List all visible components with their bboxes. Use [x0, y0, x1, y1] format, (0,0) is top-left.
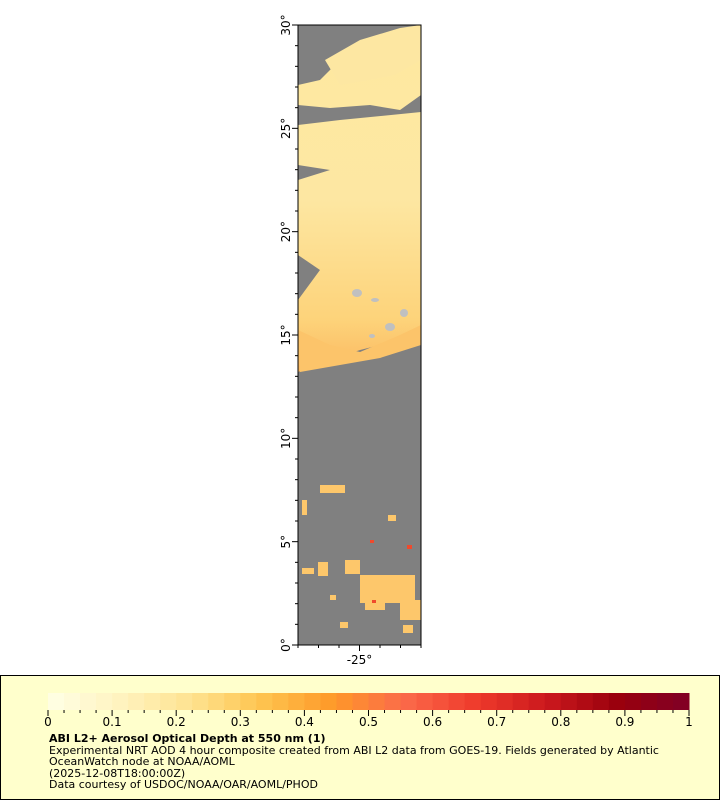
lat-tick-label: 15°: [279, 324, 293, 345]
colorbar-tick-label: 0.5: [359, 715, 378, 726]
colorbar-swatch: [304, 693, 321, 710]
aod-field-north-top: [325, 25, 421, 85]
colorbar-tick-label: 0.8: [551, 715, 570, 726]
lat-tick-label: 10°: [279, 428, 293, 449]
colorbar-swatch: [512, 693, 530, 710]
colorbar-swatch: [208, 693, 225, 710]
colorbar: 0 0.1 0.2 0.3 0.4 0.5 0.6 0.7 0.8 0.9 1: [44, 693, 693, 726]
colorbar-swatch: [96, 693, 113, 710]
map-plot-area: [297, 24, 422, 646]
colorbar-swatch: [400, 693, 418, 710]
lat-tick-label: 0°: [279, 638, 293, 652]
colorbar-tick-label: 0.9: [615, 715, 634, 726]
lat-tick-label: 30°: [279, 14, 293, 35]
colorbar-swatch: [368, 693, 386, 710]
colorbar-swatch: [128, 693, 145, 710]
colorbar-tick-label: 0.2: [167, 715, 186, 726]
colorbar-swatch: [544, 693, 562, 710]
colorbar-swatch: [272, 693, 289, 710]
legend-line-2: OceanWatch node at NOAA/AOML: [49, 755, 235, 768]
colorbar-tick-label: 0.7: [487, 715, 506, 726]
colorbar-swatch: [64, 693, 81, 710]
colorbar-swatch: [320, 693, 337, 710]
aod-map: 0° 5° 10° 15° 20° 25° 30° -25°: [279, 14, 422, 667]
colorbar-tick-label: 1: [685, 715, 693, 726]
legend-line-1: Experimental NRT AOD 4 hour composite cr…: [49, 744, 659, 757]
colorbar-swatch: [640, 693, 658, 710]
lon-axis: -25°: [297, 645, 422, 667]
colorbar-tick-label: 0.3: [231, 715, 250, 726]
colorbar-swatch: [160, 693, 177, 710]
colorbar-swatch: [560, 693, 578, 710]
colorbar-swatch: [144, 693, 161, 710]
colorbar-swatch: [448, 693, 466, 710]
legend-time: (2025-12-08T18:00:00Z): [49, 767, 186, 780]
legend-panel: 0 0.1 0.2 0.3 0.4 0.5 0.6 0.7 0.8 0.9 1 ABI L2+ Ae…: [0, 675, 720, 800]
colorbar-swatch: [592, 693, 610, 710]
colorbar-tick-label: 0: [44, 715, 52, 726]
legend-title: ABI L2+ Aerosol Optical Depth at 550 nm …: [49, 732, 326, 745]
lon-tick-label: -25°: [347, 653, 373, 667]
colorbar-swatch: [352, 693, 369, 710]
lat-tick-label: 25°: [279, 118, 293, 139]
aod-patches-south: [302, 485, 421, 633]
colorbar-tick-label: 0.4: [295, 715, 314, 726]
aod-field-dust-edge: [298, 325, 421, 372]
land-islands: [352, 289, 408, 338]
lat-axis: 0° 5° 10° 15° 20° 25° 30°: [279, 14, 298, 652]
colorbar-swatch: [176, 693, 193, 710]
colorbar-swatch: [624, 693, 642, 710]
legend-credit: Data courtesy of USDOC/NOAA/OAR/AOML/PHO…: [49, 778, 318, 791]
colorbar-swatch: [288, 693, 305, 710]
colorbar-swatch: [576, 693, 594, 710]
colorbar-swatch: [672, 693, 690, 710]
aod-high-spots: [370, 540, 412, 603]
colorbar-swatch: [480, 693, 498, 710]
colorbar-swatch: [112, 693, 129, 710]
colorbar-swatch: [528, 693, 546, 710]
colorbar-swatch: [384, 693, 402, 710]
lat-tick-label: 5°: [279, 535, 293, 549]
colorbar-swatch: [192, 693, 209, 710]
colorbar-swatch: [464, 693, 482, 710]
colorbar-swatch: [224, 693, 241, 710]
colorbar-swatch: [48, 693, 65, 710]
colorbar-swatch: [432, 693, 450, 710]
colorbar-swatch: [256, 693, 273, 710]
colorbar-swatch: [608, 693, 626, 710]
colorbar-swatch: [656, 693, 674, 710]
lat-tick-label: 20°: [279, 221, 293, 242]
colorbar-swatch: [336, 693, 353, 710]
colorbar-swatch: [240, 693, 257, 710]
colorbar-tick-label: 0.6: [423, 715, 442, 726]
aod-field-north: [298, 25, 421, 372]
colorbar-swatch: [496, 693, 514, 710]
colorbar-swatch: [416, 693, 434, 710]
colorbar-swatch: [80, 693, 97, 710]
colorbar-tick-label: 0.1: [103, 715, 122, 726]
